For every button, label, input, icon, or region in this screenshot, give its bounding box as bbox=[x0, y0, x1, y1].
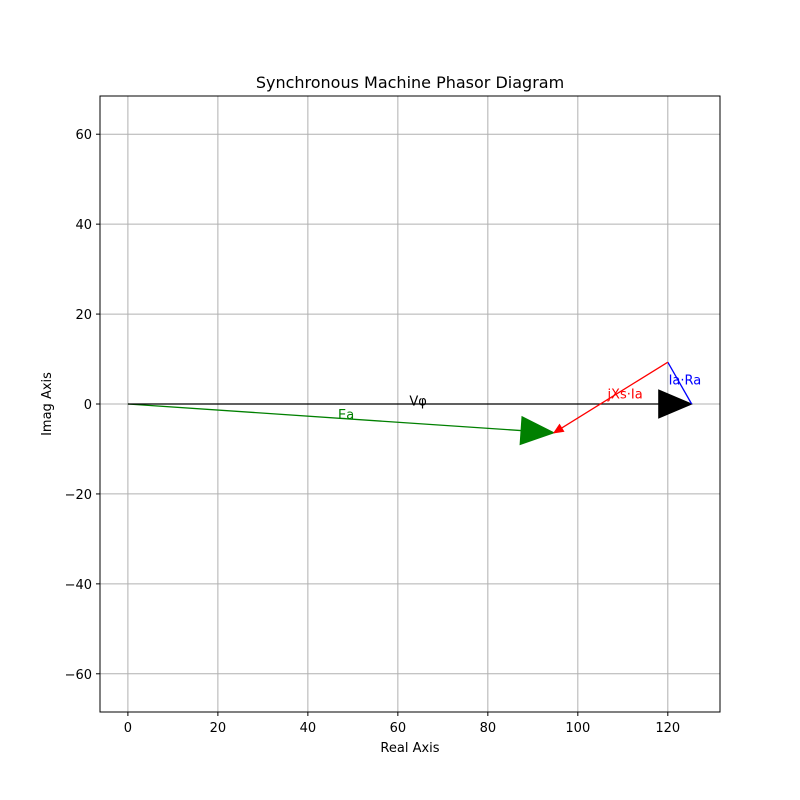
x-tick-label: 80 bbox=[480, 721, 497, 736]
x-axis-label: Real Axis bbox=[380, 741, 439, 756]
vector-labels: Vφ Ea Ia·Ra jXs·Ia bbox=[338, 373, 701, 423]
y-tick-label: 0 bbox=[84, 398, 92, 413]
x-tick-label: 0 bbox=[124, 721, 132, 736]
v-vector-head bbox=[658, 389, 693, 419]
x-tick-label: 60 bbox=[390, 721, 407, 736]
y-tick-label: 20 bbox=[75, 308, 92, 323]
y-tick-label: −40 bbox=[65, 578, 92, 593]
ia-ra-label: Ia·Ra bbox=[669, 373, 702, 388]
y-tick-label: 60 bbox=[75, 128, 92, 143]
x-tick-label: 20 bbox=[210, 721, 227, 736]
ea-vector-head bbox=[519, 415, 556, 446]
jxs-ia-vector-head bbox=[552, 423, 565, 434]
phasor-vectors bbox=[127, 361, 693, 446]
x-tick-label: 40 bbox=[300, 721, 317, 736]
v-label: Vφ bbox=[409, 394, 426, 409]
ia-ra-vector-shaft bbox=[667, 361, 693, 405]
jxs-ia-vector-shaft bbox=[561, 361, 669, 429]
x-tick-label: 100 bbox=[565, 721, 590, 736]
y-tick-label: −60 bbox=[65, 668, 92, 683]
y-tick-label: −20 bbox=[65, 488, 92, 503]
ea-label: Ea bbox=[338, 408, 354, 423]
jxs-ia-label: jXs·Ia bbox=[606, 388, 642, 403]
axis-ticks: 0 20 40 60 80 100 120 −60 −40 −20 0 20 40 60 bbox=[65, 128, 681, 736]
chart-title: Synchronous Machine Phasor Diagram bbox=[256, 73, 564, 92]
x-tick-label: 120 bbox=[655, 721, 680, 736]
y-tick-label: 40 bbox=[75, 218, 92, 233]
ea-vector-shaft bbox=[127, 403, 522, 432]
y-axis-label: Imag Axis bbox=[40, 372, 55, 436]
